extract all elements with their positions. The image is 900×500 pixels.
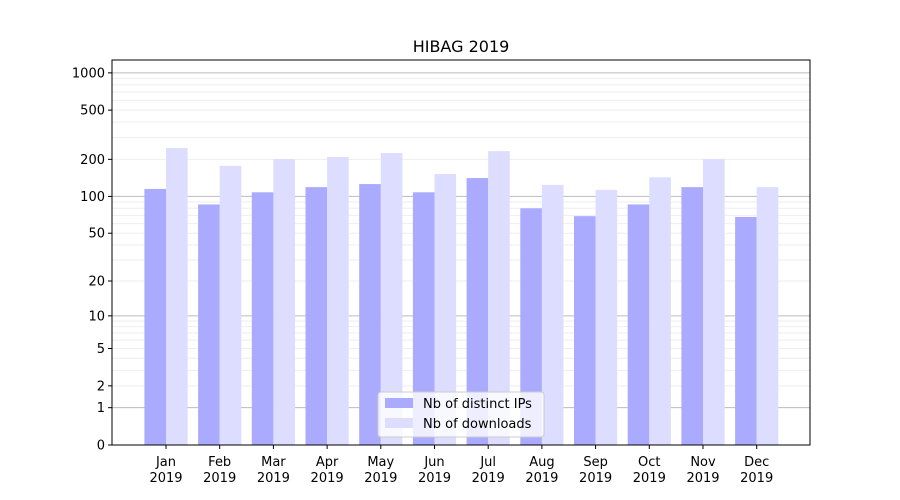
bar-ips bbox=[681, 187, 703, 445]
y-tick-label: 100 bbox=[80, 190, 105, 205]
y-tick-label: 200 bbox=[80, 153, 105, 168]
bar-downloads bbox=[327, 156, 349, 445]
y-tick-label: 2 bbox=[97, 379, 105, 394]
bar-ips bbox=[574, 216, 596, 445]
plot-frame bbox=[111, 59, 811, 446]
bar-ips bbox=[359, 184, 381, 446]
bar-ips bbox=[735, 216, 757, 445]
bar-ips bbox=[198, 204, 220, 445]
bar-downloads bbox=[649, 177, 671, 445]
y-tick-label: 10 bbox=[88, 309, 105, 324]
x-tick-label: Oct 2019 bbox=[633, 455, 666, 486]
bar-downloads bbox=[166, 148, 188, 445]
x-tick-label: Feb 2019 bbox=[203, 455, 236, 486]
bar-downloads bbox=[756, 187, 779, 445]
bar-ips bbox=[251, 192, 274, 445]
bar-ips bbox=[305, 187, 328, 445]
y-tick-label: 20 bbox=[88, 275, 105, 290]
y-tick-label: 1000 bbox=[72, 66, 105, 81]
legend-swatch bbox=[385, 398, 413, 408]
x-tick-label: Aug 2019 bbox=[525, 455, 558, 486]
x-tick-label: Mar 2019 bbox=[257, 455, 290, 486]
bar-ips bbox=[627, 204, 650, 445]
y-tick-label: 50 bbox=[88, 227, 105, 242]
x-tick-label: Jan 2019 bbox=[149, 455, 182, 486]
x-tick-label: Jul 2019 bbox=[472, 455, 505, 486]
legend-box bbox=[377, 391, 545, 438]
bar-downloads bbox=[434, 174, 457, 445]
bar-ips bbox=[412, 192, 435, 445]
legend: Nb of distinct IPs Nb of downloads bbox=[377, 391, 545, 438]
y-tick-label: 0 bbox=[97, 439, 105, 454]
bar-downloads bbox=[273, 159, 295, 445]
bar-downloads bbox=[380, 153, 403, 445]
x-tick-label: Nov 2019 bbox=[686, 455, 719, 486]
x-tick-label: May 2019 bbox=[364, 455, 397, 486]
bar-downloads bbox=[595, 189, 618, 445]
bar-ips bbox=[144, 188, 166, 445]
x-tick-label: Sep 2019 bbox=[579, 455, 612, 486]
bar-downloads bbox=[541, 184, 564, 445]
legend-label: Nb of distinct IPs bbox=[423, 397, 532, 412]
y-tick-label: 1 bbox=[97, 401, 105, 416]
x-tick-label: Apr 2019 bbox=[311, 455, 344, 486]
bar-downloads bbox=[488, 151, 510, 446]
bar-downloads bbox=[703, 159, 725, 445]
x-tick-label: Jun 2019 bbox=[418, 455, 451, 486]
y-tick-label: 500 bbox=[80, 104, 105, 119]
bar-ips bbox=[466, 178, 489, 446]
bar-downloads bbox=[219, 165, 242, 445]
legend-label: Nb of downloads bbox=[423, 417, 532, 432]
bar-ips bbox=[520, 208, 542, 445]
chart-title: HIBAG 2019 bbox=[413, 37, 510, 56]
y-tick-label: 5 bbox=[97, 342, 105, 357]
x-tick-label: Dec 2019 bbox=[740, 455, 773, 486]
legend-swatch bbox=[385, 418, 413, 428]
